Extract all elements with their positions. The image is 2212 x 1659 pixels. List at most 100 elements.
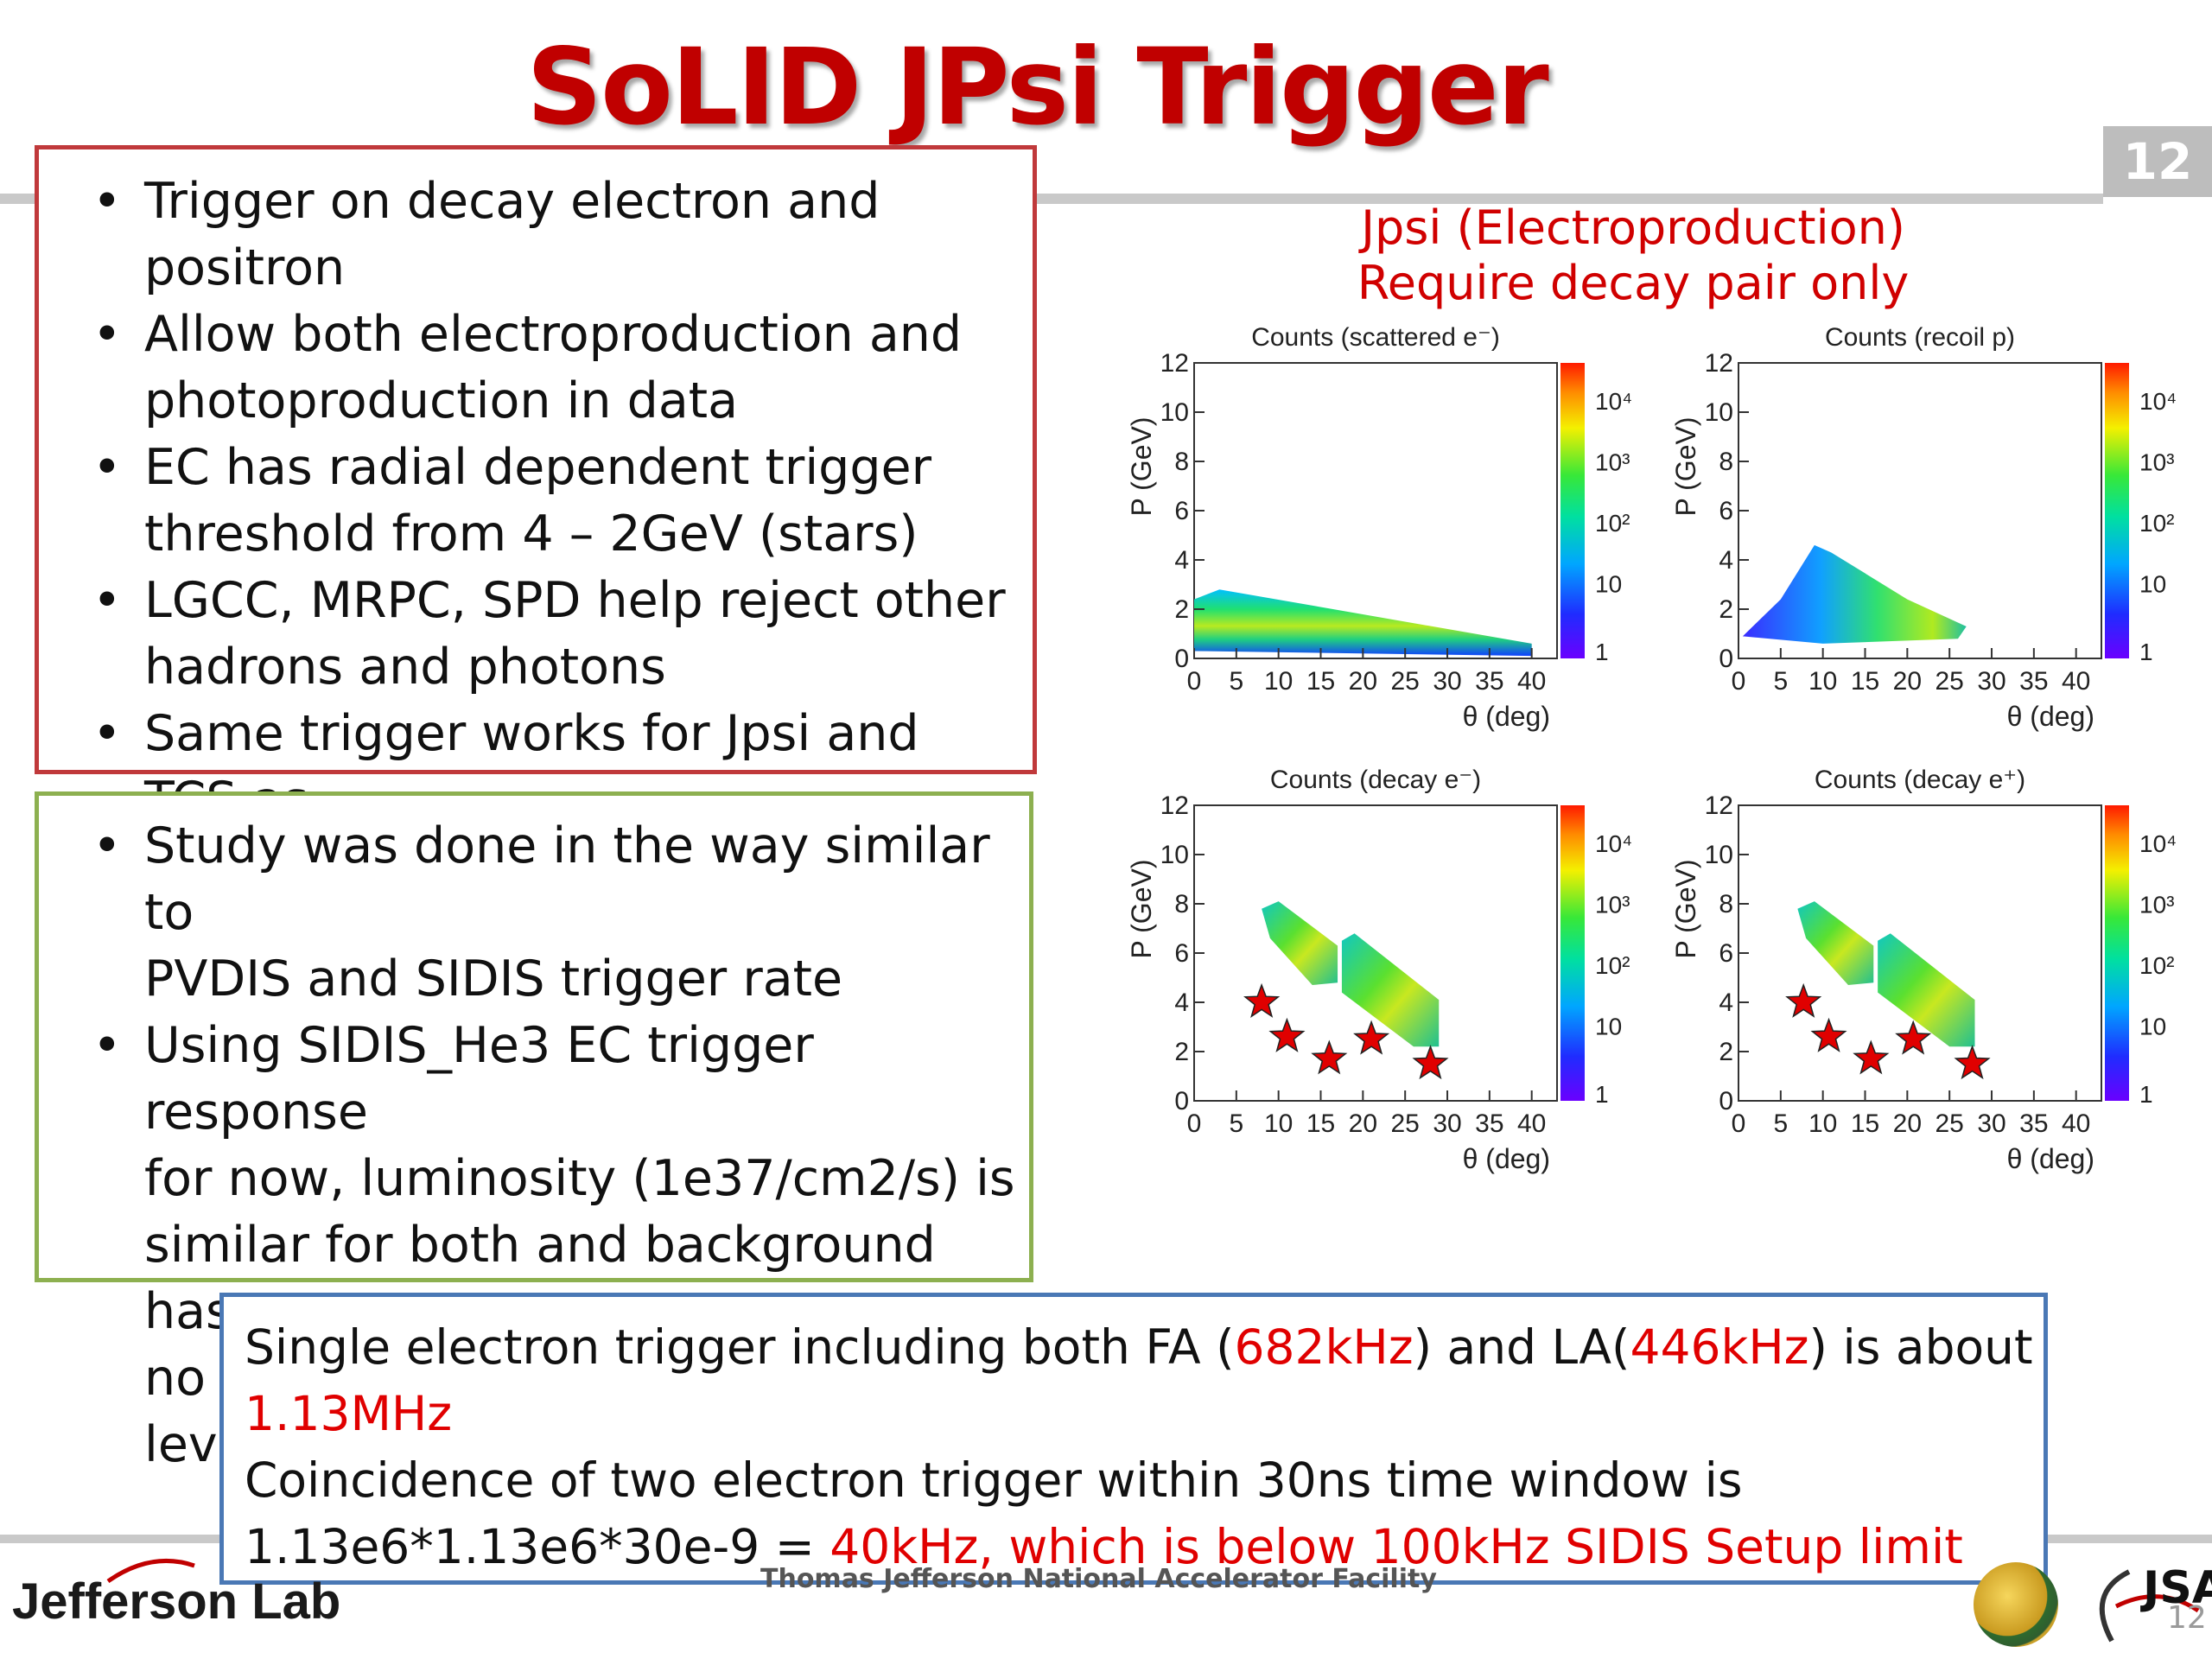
x-axis-label: θ (deg) <box>1463 701 1550 732</box>
y-tick-label: 0 <box>1174 645 1189 673</box>
footer-page-number: 12 <box>2167 1600 2207 1636</box>
study-bullet-line: similar for both and background has <box>144 1217 936 1340</box>
color-scale-bar <box>1560 805 1585 1101</box>
x-tick-label: 35 <box>2019 667 2048 696</box>
density-band <box>1194 589 1532 657</box>
y-tick-label: 8 <box>1719 448 1733 476</box>
color-scale-label: 10⁴ <box>2139 830 2177 857</box>
bullet-dot: • <box>92 572 122 629</box>
x-tick-label: 5 <box>1773 1109 1788 1138</box>
x-tick-label: 35 <box>1475 1109 1503 1138</box>
plot-panel: Counts (recoil p)0 5 10 15 20 25 30 35 400246810… <box>1670 323 2177 732</box>
y-tick-label: 2 <box>1719 595 1733 624</box>
y-tick-label: 12 <box>1160 349 1189 378</box>
bullet-dot: • <box>92 705 122 762</box>
bullet-dot: • <box>92 1017 122 1074</box>
color-scale-label: 10 <box>2139 571 2166 598</box>
slide-title: SoLID JPsi Trigger <box>526 26 1549 149</box>
y-tick-label: 8 <box>1719 890 1733 918</box>
y-tick-label: 2 <box>1174 595 1189 624</box>
rate-summary-box: Single electron trigger including both F… <box>219 1293 2048 1585</box>
trigger-bullet-line: photoproduction in data <box>144 372 739 429</box>
y-tick-label: 0 <box>1719 645 1733 673</box>
threshold-star <box>1954 1045 1991 1080</box>
kinematics-plots: Counts (scattered e⁻)0 5 10 15 20 25 30 35 40024… <box>1126 323 2177 1174</box>
color-scale-label: 10⁴ <box>1595 388 1632 415</box>
y-tick-label: 10 <box>1160 841 1189 869</box>
bullet-dot: • <box>92 173 122 230</box>
jlab-swoosh-icon <box>106 1559 195 1584</box>
x-tick-label: 0 <box>1732 1109 1746 1138</box>
x-tick-label: 0 <box>1187 1109 1202 1138</box>
threshold-star <box>1785 982 1822 1018</box>
color-scale-label: 10 <box>2139 1014 2166 1040</box>
color-scale-label: 1 <box>1595 1081 1609 1108</box>
x-tick-label: 30 <box>1977 667 2005 696</box>
color-scale-label: 10² <box>1595 510 1630 537</box>
x-tick-label: 40 <box>1517 667 1546 696</box>
density-band-forward <box>1797 901 1874 986</box>
rate-line-1-b: ) and LA( <box>1413 1319 1630 1375</box>
trigger-bullet-line: EC has radial dependent trigger <box>144 439 932 496</box>
x-tick-label: 5 <box>1229 1109 1243 1138</box>
slide-number-badge: 12 <box>2103 126 2212 197</box>
color-scale-bar <box>1560 363 1585 658</box>
bullet-dot: • <box>92 439 122 496</box>
plot-caption-line1: Jpsi (Electroproduction) <box>1361 200 1905 255</box>
x-tick-label: 15 <box>1306 667 1335 696</box>
plot-panel: Counts (decay e⁺)0 5 10 15 20 25 30 35 400246810… <box>1670 766 2177 1174</box>
rate-line-1: Single electron trigger including both F… <box>245 1314 2033 1381</box>
y-tick-label: 12 <box>1705 791 1733 820</box>
y-tick-label: 6 <box>1174 939 1189 968</box>
color-scale-bar <box>2105 363 2129 658</box>
trigger-bullet-item: • EC has radial dependent trigger threshol… <box>61 435 1024 568</box>
fa-rate: 682kHz <box>1234 1319 1414 1375</box>
plot-panel: Counts (scattered e⁻)0 5 10 15 20 25 30 35 40024… <box>1126 323 1632 732</box>
trigger-bullet-list: • Trigger on decay electron and positron •… <box>61 168 1024 900</box>
x-tick-label: 5 <box>1773 667 1788 696</box>
panel-title: Counts (recoil p) <box>1825 323 2015 352</box>
threshold-star <box>1243 982 1281 1018</box>
y-axis-label: P (GeV) <box>1126 417 1157 517</box>
bullet-dot: • <box>92 306 122 363</box>
x-tick-label: 0 <box>1732 667 1746 696</box>
y-axis-label: P (GeV) <box>1670 417 1701 517</box>
x-tick-label: 30 <box>1433 1109 1461 1138</box>
plot-panel: Counts (decay e⁻)0 5 10 15 20 25 30 35 400246810… <box>1126 766 1632 1174</box>
color-scale-label: 10³ <box>1595 892 1630 918</box>
y-tick-label: 6 <box>1719 497 1733 525</box>
density-band-large-angle <box>1878 933 1975 1047</box>
trigger-bullet-item: • LGCC, MRPC, SPD help reject other hadron… <box>61 568 1024 701</box>
study-bullet-line: Using SIDIS_He3 EC trigger response <box>144 1017 814 1141</box>
x-tick-label: 25 <box>1935 667 1963 696</box>
study-bullet-line: Study was done in the way similar to <box>144 817 990 941</box>
x-tick-label: 40 <box>1517 1109 1546 1138</box>
y-tick-label: 8 <box>1174 448 1189 476</box>
jsa-logo-text: JSA <box>2143 1562 2212 1614</box>
y-axis-label: P (GeV) <box>1126 860 1157 959</box>
x-tick-label: 15 <box>1851 667 1879 696</box>
threshold-star <box>1810 1017 1847 1052</box>
color-scale-label: 10³ <box>2139 892 2174 918</box>
x-tick-label: 10 <box>1808 1109 1837 1138</box>
threshold-star <box>1853 1039 1890 1075</box>
color-scale-label: 10³ <box>2139 449 2174 476</box>
x-tick-label: 25 <box>1935 1109 1963 1138</box>
x-tick-label: 25 <box>1390 667 1419 696</box>
doe-seal-icon <box>1974 1562 2058 1647</box>
plot-caption-line2: Require decay pair only <box>1357 256 1910 310</box>
total-rate: 1.13MHz <box>245 1386 453 1441</box>
panel-title: Counts (scattered e⁻) <box>1251 323 1500 352</box>
x-tick-label: 20 <box>1349 1109 1377 1138</box>
threshold-star <box>1311 1039 1348 1075</box>
y-tick-label: 12 <box>1160 791 1189 820</box>
threshold-star <box>1353 1020 1390 1055</box>
x-tick-label: 10 <box>1264 1109 1293 1138</box>
plot-frame <box>1738 804 2102 1102</box>
panels-layer: Counts (scattered e⁻)0 5 10 15 20 25 30 35 40024… <box>1126 323 2177 1174</box>
y-tick-label: 0 <box>1719 1087 1733 1116</box>
y-tick-label: 10 <box>1705 398 1733 427</box>
jefferson-lab-logo: Jefferson Lab <box>12 1573 341 1630</box>
rate-line-4: 1.13e6*1.13e6*30e-9 = 40kHz, which is be… <box>245 1514 2023 1580</box>
facility-name: Thomas Jefferson National Accelerator Fa… <box>760 1564 1437 1594</box>
